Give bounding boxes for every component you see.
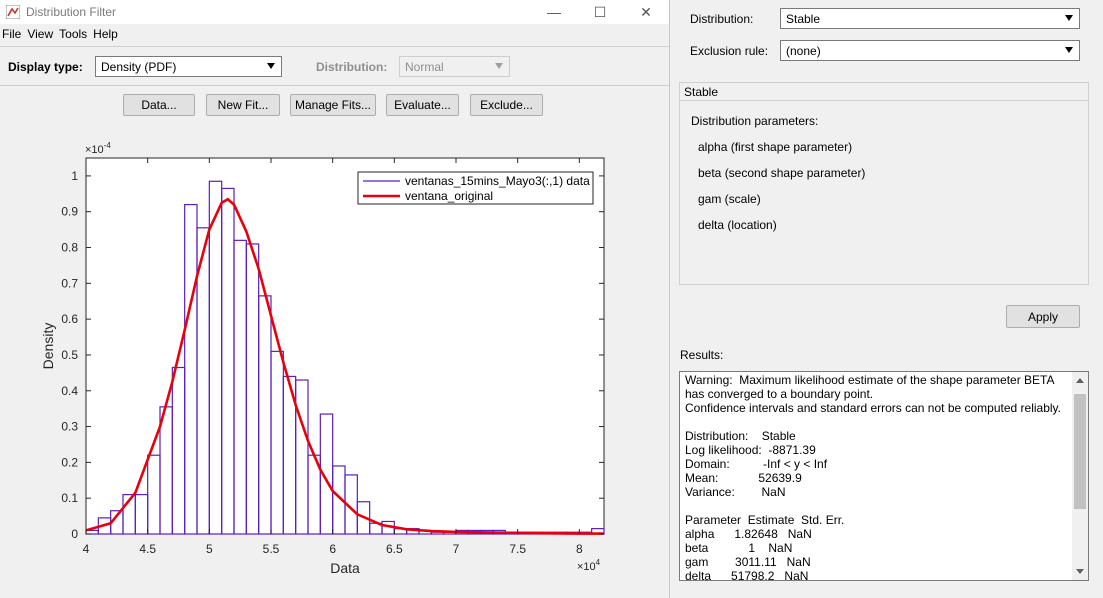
y-tick-label: 0.3 — [61, 420, 78, 434]
y-tick-label: 0 — [71, 527, 78, 541]
manage-fits-button[interactable]: Manage Fits... — [290, 94, 376, 116]
distribution-fitter-window: Distribution Filter — ☐ ✕ File View Tool… — [0, 0, 670, 598]
x-tick-label: 7.5 — [509, 542, 526, 556]
fit-distribution-label: Distribution: — [690, 12, 754, 26]
exclusion-rule-value: (none) — [786, 44, 821, 58]
exclusion-rule-label: Exclusion rule: — [690, 44, 769, 58]
minimize-icon: — — [547, 4, 561, 20]
scroll-down-icon[interactable] — [1076, 569, 1084, 575]
x-tick-label: 4 — [83, 542, 90, 556]
maximize-icon: ☐ — [593, 3, 607, 20]
results-scrollbar[interactable] — [1072, 372, 1088, 580]
y-axis-ticks: 0 0.1 0.2 0.3 0.4 0.5 0.6 0.7 0.8 0.9 1 — [61, 169, 604, 541]
scrollbar-thumb[interactable] — [1074, 394, 1086, 509]
scroll-up-icon[interactable] — [1076, 377, 1084, 383]
y-tick-label: 0.5 — [61, 348, 78, 362]
density-chart: 4 4.5 5 5.5 6 6.5 7 7.5 8 0 0.1 0.2 0.3 0.4 0.5 0.6 0.7… — [40, 141, 605, 576]
x-tick-label: 5.5 — [263, 542, 280, 556]
menu-help[interactable]: Help — [93, 27, 118, 41]
y-tick-label: 0.1 — [61, 491, 78, 505]
results-text: Warning: Maximum likelihood estimate of … — [685, 373, 1061, 581]
y-tick-label: 0.9 — [61, 205, 78, 219]
x-axis-label: Data — [330, 560, 360, 576]
close-icon: ✕ — [640, 3, 652, 20]
y-tick-label: 0.8 — [61, 241, 78, 255]
legend-histogram-label: ventanas_15mins_Mayo3(:,1) data — [405, 174, 590, 188]
param-delta: delta (location) — [698, 218, 777, 232]
params-heading: Distribution parameters: — [691, 114, 819, 128]
minimize-button[interactable]: — — [531, 0, 577, 24]
display-type-label: Display type: — [8, 60, 83, 74]
legend: ventanas_15mins_Mayo3(:,1) data ventana_… — [357, 171, 594, 205]
title-bar: Distribution Filter — ☐ ✕ — [0, 0, 669, 24]
fit-distribution-dropdown[interactable]: Stable — [780, 8, 1080, 29]
new-fit-button[interactable]: New Fit... — [206, 94, 280, 116]
parameters-panel: Stable Distribution parameters: alpha (f… — [679, 82, 1089, 285]
exclude-button[interactable]: Exclude... — [470, 94, 543, 116]
histogram-bars — [85, 180, 605, 535]
menu-bar: File View Tools Help — [0, 27, 118, 45]
chevron-down-icon — [1065, 47, 1073, 53]
y-axis-label: Density — [40, 323, 56, 370]
x-tick-label: 7 — [453, 542, 460, 556]
exclusion-rule-dropdown[interactable]: (none) — [780, 40, 1080, 61]
toolbar-separator — [0, 85, 669, 86]
close-button[interactable]: ✕ — [623, 0, 669, 24]
data-button[interactable]: Data... — [123, 94, 195, 116]
x-tick-label: 6 — [329, 542, 336, 556]
maximize-button[interactable]: ☐ — [577, 0, 623, 24]
y-tick-label: 1 — [71, 169, 78, 183]
y-tick-label: 0.2 — [61, 455, 78, 469]
distribution-value: Normal — [405, 60, 444, 74]
menu-file[interactable]: File — [2, 27, 22, 41]
x-tick-label: 4.5 — [139, 542, 156, 556]
x-tick-label: 8 — [576, 542, 583, 556]
chevron-down-icon — [1065, 15, 1073, 21]
y-multiplier: ×10-4 — [85, 141, 111, 156]
histogram-bar — [356, 501, 371, 535]
param-gam: gam (scale) — [698, 192, 761, 206]
x-tick-label: 5 — [206, 542, 213, 556]
evaluate-button[interactable]: Evaluate... — [386, 94, 459, 116]
results-label: Results: — [680, 348, 724, 362]
legend-fit-label: ventana_original — [405, 189, 493, 203]
menu-view[interactable]: View — [27, 27, 54, 41]
fit-distribution-value: Stable — [786, 12, 821, 26]
chevron-down-icon — [495, 63, 503, 69]
menu-tools[interactable]: Tools — [59, 27, 88, 41]
apply-button[interactable]: Apply — [1006, 305, 1080, 328]
distribution-label: Distribution: — [316, 60, 388, 74]
y-tick-label: 0.6 — [61, 312, 78, 326]
display-type-value: Density (PDF) — [101, 60, 177, 74]
distribution-dropdown: Normal — [399, 56, 510, 77]
y-tick-label: 0.7 — [61, 276, 78, 290]
matlab-app-icon — [6, 5, 20, 19]
menu-separator — [0, 46, 669, 47]
window-title: Distribution Filter — [26, 5, 117, 19]
fit-curve — [85, 197, 604, 535]
parameters-panel-title: Stable — [680, 83, 1088, 101]
param-beta: beta (second shape parameter) — [698, 166, 866, 180]
chevron-down-icon — [267, 63, 275, 69]
x-tick-label: 6.5 — [386, 542, 403, 556]
param-alpha: alpha (first shape parameter) — [698, 140, 853, 154]
y-tick-label: 0.4 — [61, 384, 78, 398]
display-type-dropdown[interactable]: Density (PDF) — [95, 56, 282, 77]
legend-box — [357, 171, 594, 205]
results-textbox[interactable]: Warning: Maximum likelihood estimate of … — [679, 371, 1089, 581]
x-axis-ticks: 4 4.5 5 5.5 6 6.5 7 7.5 8 — [83, 158, 583, 556]
x-multiplier: ×104 — [577, 558, 601, 573]
